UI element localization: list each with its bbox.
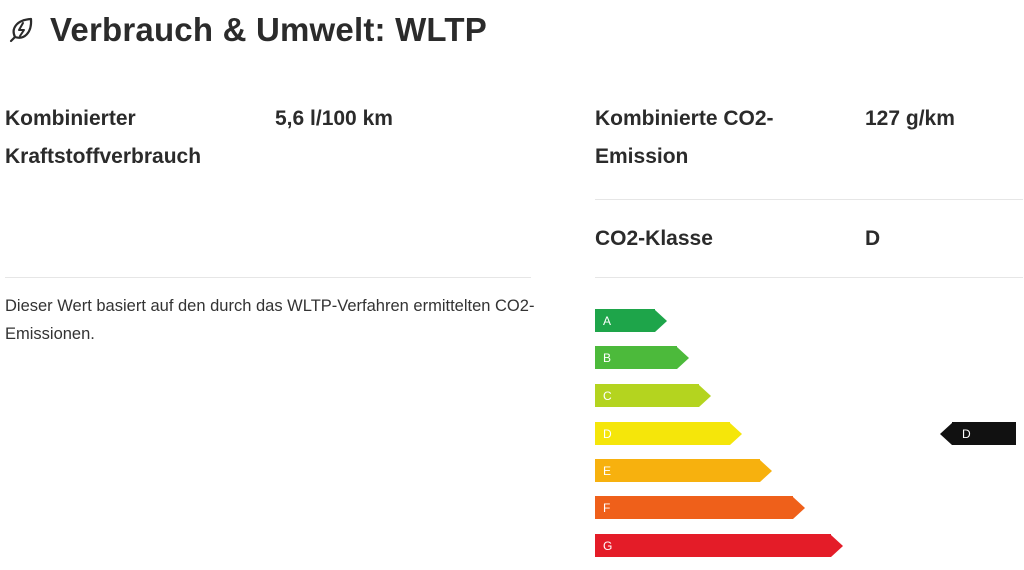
wltp-note: Dieser Wert basiert auf den durch das WL… bbox=[5, 297, 535, 343]
scale-bar-b: B bbox=[595, 346, 689, 369]
marker-label: D bbox=[952, 422, 1016, 445]
page-title: Verbrauch & Umwelt: WLTP bbox=[50, 11, 487, 48]
co2-class-row: CO2-Klasse D bbox=[595, 200, 1023, 278]
scale-bar-arrow-icon bbox=[699, 384, 711, 407]
emission-label: Kombinierte CO2-Emission bbox=[595, 107, 774, 168]
scale-bar-label: A bbox=[595, 309, 655, 332]
scale-bar-arrow-icon bbox=[760, 459, 772, 482]
co2-class-marker: D bbox=[940, 422, 1016, 445]
scale-bar-label: B bbox=[595, 346, 677, 369]
emission-value: 127 g/km bbox=[865, 107, 955, 130]
consumption-value: 5,6 l/100 km bbox=[275, 107, 393, 130]
scale-bar-label: F bbox=[595, 496, 793, 519]
scale-bar-arrow-icon bbox=[730, 422, 742, 445]
scale-bar-g: G bbox=[595, 534, 843, 557]
emission-section: Kombinierte CO2-Emission 127 g/km CO2-Kl… bbox=[595, 100, 1023, 278]
scale-bar-c: C bbox=[595, 384, 711, 407]
scale-bar-arrow-icon bbox=[677, 346, 689, 369]
emission-row: Kombinierte CO2-Emission 127 g/km bbox=[595, 100, 1023, 200]
scale-bar-e: E bbox=[595, 459, 772, 482]
scale-bar-f: F bbox=[595, 496, 805, 519]
consumption-label: Kombinierter Kraftstoffverbrauch bbox=[5, 107, 202, 168]
leaf-lightning-icon bbox=[6, 15, 36, 45]
section-header: Verbrauch & Umwelt: WLTP bbox=[6, 6, 487, 54]
co2-class-value: D bbox=[865, 227, 881, 250]
consumption-row: Kombinierter Kraftstoffverbrauch 5,6 l/1… bbox=[5, 100, 531, 278]
scale-bar-label: E bbox=[595, 459, 760, 482]
scale-bar-d: D bbox=[595, 422, 742, 445]
marker-arrow-icon bbox=[940, 422, 952, 445]
scale-bar-a: A bbox=[595, 309, 667, 332]
scale-bar-arrow-icon bbox=[793, 496, 805, 519]
scale-bar-arrow-icon bbox=[831, 534, 843, 557]
scale-bar-label: C bbox=[595, 384, 699, 407]
scale-bar-arrow-icon bbox=[655, 309, 667, 332]
consumption-section: Kombinierter Kraftstoffverbrauch 5,6 l/1… bbox=[5, 100, 531, 278]
scale-bar-label: D bbox=[595, 422, 730, 445]
scale-bar-label: G bbox=[595, 534, 831, 557]
co2-class-label: CO2-Klasse bbox=[595, 227, 713, 250]
